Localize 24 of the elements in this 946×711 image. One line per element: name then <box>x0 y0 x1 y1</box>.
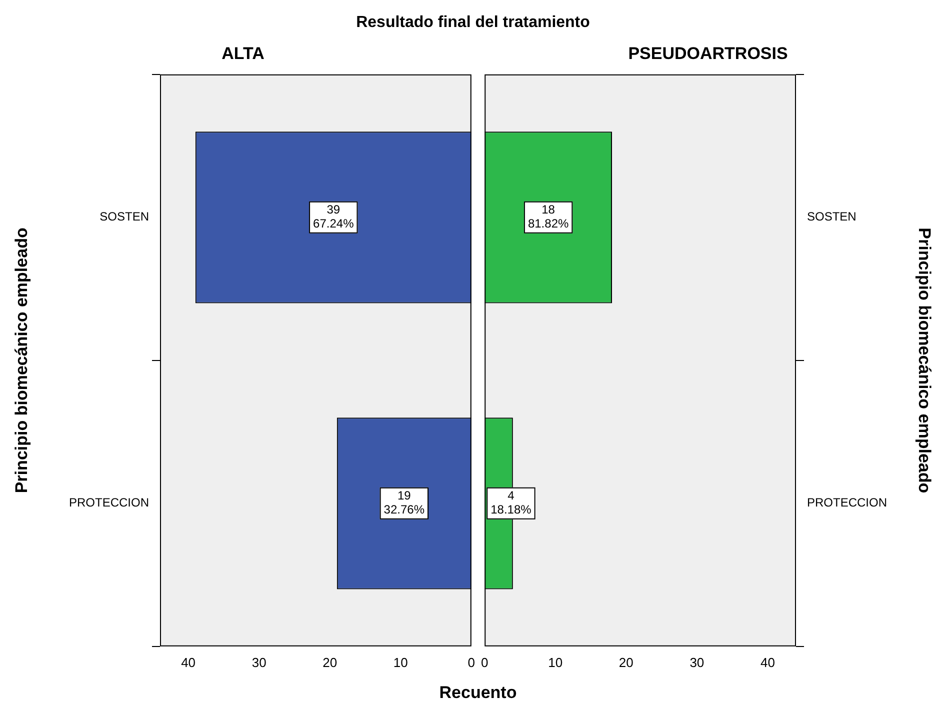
chart-title: PSEUDOARTROSIS <box>628 44 788 63</box>
x-tick-label: 40 <box>181 654 196 670</box>
y-tick-label: SOSTEN <box>807 210 856 224</box>
data-label: 4 18.18% <box>490 488 532 517</box>
x-tick-label: 40 <box>760 654 775 670</box>
x-tick-label: 20 <box>322 654 338 670</box>
x-tick-label: 0 <box>468 654 475 670</box>
x-tick-label: 10 <box>548 654 563 670</box>
data-label: 19 32.76% <box>384 488 425 517</box>
data-label: 18 81.82% <box>528 202 569 231</box>
x-tick-label: 30 <box>690 654 704 670</box>
y-axis-title: Principio biomecánico empleado <box>915 228 934 494</box>
x-tick-label: 10 <box>393 654 408 670</box>
chart-title: ALTA <box>222 44 264 63</box>
data-label: 39 67.24% <box>313 202 354 231</box>
x-tick-label: 20 <box>618 654 634 670</box>
x-tick-label: 30 <box>252 654 266 670</box>
text: Resultado final del tratamiento <box>355 13 591 33</box>
y-axis-title: Principio biomecánico empleado <box>12 228 31 494</box>
y-tick-label: PROTECCION <box>68 496 149 510</box>
y-tick-label: SOSTEN <box>100 210 149 224</box>
x-tick-label: 0 <box>481 654 488 670</box>
x-axis-title: Recuento <box>438 682 518 704</box>
y-tick-label: PROTECCION <box>807 496 888 510</box>
